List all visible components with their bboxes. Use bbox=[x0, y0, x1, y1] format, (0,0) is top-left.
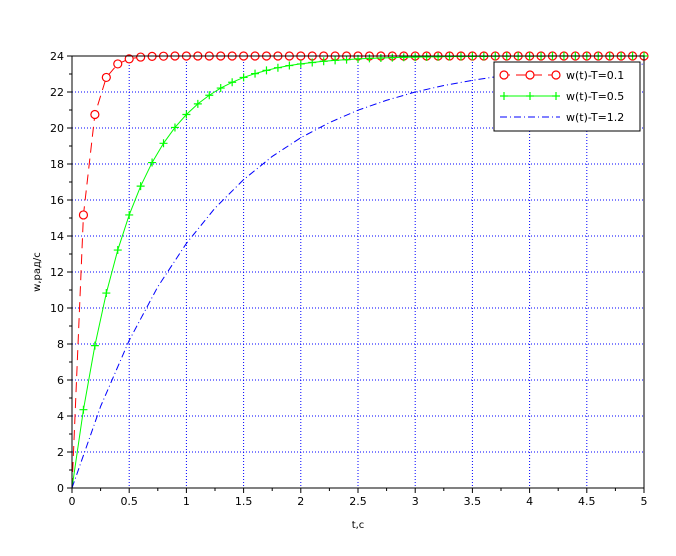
x-tick-label: 3.5 bbox=[464, 495, 482, 508]
legend-marker bbox=[499, 70, 509, 80]
data-point bbox=[273, 63, 282, 72]
x-tick-label: 2.5 bbox=[349, 495, 367, 508]
x-tick-label: 1.5 bbox=[235, 495, 253, 508]
data-point bbox=[251, 69, 260, 78]
data-point bbox=[101, 72, 111, 83]
x-tick-label: 4 bbox=[526, 495, 533, 508]
data-point bbox=[228, 78, 237, 87]
x-tick-label: 4.5 bbox=[578, 495, 596, 508]
data-point bbox=[445, 52, 454, 61]
legend-marker bbox=[526, 92, 534, 100]
data-point bbox=[376, 53, 385, 62]
x-tick-label: 3 bbox=[412, 495, 419, 508]
x-tick-label: 0.5 bbox=[120, 495, 138, 508]
y-axis-label: w,рад/c bbox=[32, 252, 43, 292]
data-point bbox=[124, 54, 134, 64]
data-point bbox=[342, 55, 351, 64]
y-tick-label: 14 bbox=[50, 230, 64, 243]
data-point bbox=[170, 123, 179, 132]
data-point bbox=[102, 289, 111, 298]
data-point bbox=[113, 59, 123, 69]
legend-label: w(t)-T=0.5 bbox=[566, 90, 624, 103]
x-tick-label: 1 bbox=[183, 495, 190, 508]
legend-item: w(t)-T=0.5 bbox=[500, 90, 624, 103]
y-tick-label: 0 bbox=[57, 482, 64, 495]
legend-marker bbox=[525, 70, 535, 80]
y-tick-label: 22 bbox=[50, 86, 64, 99]
data-point bbox=[125, 210, 134, 219]
data-point bbox=[159, 139, 168, 148]
y-tick-label: 6 bbox=[57, 374, 64, 387]
data-point bbox=[319, 57, 328, 66]
legend: w(t)-T=0.1 w(t)-T=0.5 w(t)-T=1.2 bbox=[493, 61, 641, 132]
y-tick-label: 2 bbox=[57, 446, 64, 459]
plot-frame bbox=[71, 55, 645, 489]
axis-ticks: 0 0.5 1 1.5 2 2.5 3 3.5 4 4.5 50246810121416182022… bbox=[50, 50, 648, 508]
x-tick-label: 2 bbox=[297, 495, 304, 508]
y-tick-label: 24 bbox=[50, 50, 64, 63]
data-point bbox=[239, 73, 248, 82]
x-axis-label: t,c bbox=[352, 520, 365, 531]
legend-label: w(t)-T=1.2 bbox=[566, 111, 624, 124]
data-point bbox=[411, 53, 420, 62]
y-tick-label: 10 bbox=[50, 302, 64, 315]
data-point bbox=[434, 52, 443, 61]
y-tick-label: 4 bbox=[57, 410, 64, 423]
y-tick-label: 20 bbox=[50, 122, 64, 135]
data-point bbox=[90, 109, 100, 120]
data-point bbox=[308, 58, 317, 67]
data-point bbox=[193, 99, 202, 108]
data-point bbox=[399, 53, 408, 62]
data-point bbox=[148, 158, 157, 167]
x-tick-label: 0 bbox=[69, 495, 76, 508]
data-point bbox=[90, 341, 99, 350]
y-tick-label: 8 bbox=[57, 338, 64, 351]
data-point bbox=[205, 91, 214, 100]
legend-label: w(t)-T=0.1 bbox=[566, 69, 624, 82]
data-point bbox=[216, 84, 225, 93]
data-point bbox=[296, 59, 305, 68]
x-tick-label: 5 bbox=[641, 495, 648, 508]
legend-marker bbox=[551, 70, 561, 80]
legend-marker bbox=[552, 92, 560, 100]
data-point bbox=[422, 52, 431, 61]
y-tick-label: 18 bbox=[50, 158, 64, 171]
data-point bbox=[79, 405, 88, 414]
legend-marker bbox=[500, 92, 508, 100]
legend-item: w(t)-T=0.1 bbox=[499, 69, 624, 82]
y-tick-label: 12 bbox=[50, 266, 64, 279]
data-point bbox=[78, 210, 89, 220]
data-point bbox=[285, 61, 294, 70]
data-point bbox=[113, 246, 122, 255]
data-point bbox=[136, 52, 146, 62]
data-point bbox=[262, 66, 271, 75]
legend-item: w(t)-T=1.2 bbox=[500, 111, 624, 124]
data-point bbox=[456, 52, 465, 61]
data-point bbox=[182, 110, 191, 119]
data-point bbox=[331, 56, 340, 65]
y-tick-label: 16 bbox=[50, 194, 64, 207]
data-point bbox=[136, 182, 145, 191]
data-point bbox=[388, 53, 397, 62]
